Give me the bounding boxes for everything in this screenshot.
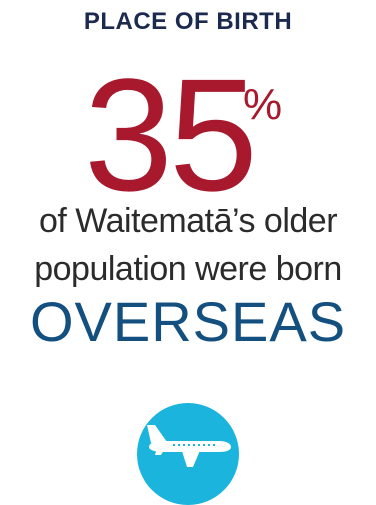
airplane-icon — [147, 425, 231, 467]
statistic: 35 % — [0, 54, 376, 215]
stat-unit: % — [243, 80, 283, 129]
section-heading: PLACE OF BIRTH — [83, 8, 293, 35]
stat-value: 35 — [84, 45, 258, 224]
airplane-icon-badge — [137, 403, 239, 505]
description-line-2: population were born — [34, 250, 342, 288]
highlight-word: OVERSEAS — [29, 290, 347, 353]
description-line-1: of Waitematā’s older — [38, 202, 338, 240]
